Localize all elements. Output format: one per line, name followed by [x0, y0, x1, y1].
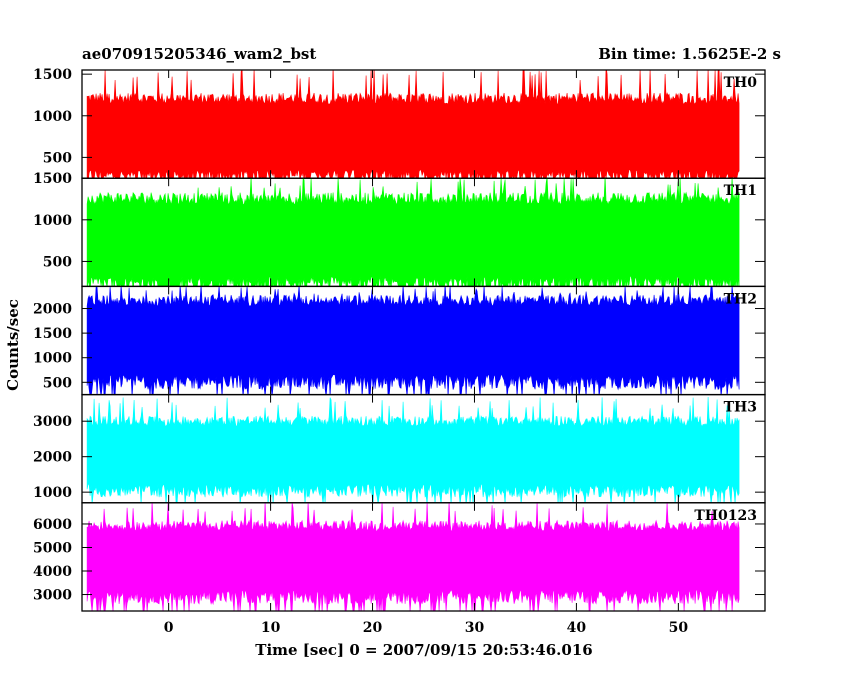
x-tick-label: 10	[261, 620, 281, 636]
y-tick-label: 1500	[33, 171, 72, 187]
panel-name-label: TH0	[724, 75, 758, 91]
y-tick-label: 4000	[33, 564, 72, 580]
series-th0	[86, 70, 740, 179]
y-axis-label: Counts/sec	[4, 299, 22, 391]
y-tick-label: 2000	[33, 302, 72, 318]
panel-name-label: TH0123	[694, 508, 757, 524]
x-tick-label: 30	[465, 620, 485, 636]
panel-name-label: TH3	[724, 400, 757, 416]
y-tick-label: 1000	[33, 485, 72, 501]
series-th0123	[86, 502, 740, 611]
y-tick-label: 2000	[33, 450, 72, 466]
x-axis-label: Time [sec] 0 = 2007/09/15 20:53:46.016	[255, 641, 592, 659]
y-tick-label: 1500	[33, 67, 72, 83]
panel-th0: 500 1000 1500 TH0	[33, 67, 766, 179]
bin-time-label: Bin time: 1.5625E-2 s	[598, 45, 781, 63]
panel-th2: 500 1000 1500 2000 TH2	[33, 285, 766, 396]
y-tick-label: 1000	[33, 109, 72, 125]
panel-frame	[81, 502, 766, 612]
panel-th1: 500 1000 1500 TH1	[33, 171, 766, 288]
x-tick-label: 0	[164, 620, 174, 636]
y-tick-label: 3000	[33, 588, 72, 604]
y-tick-label: 500	[43, 150, 72, 166]
y-tick-label: 1000	[33, 213, 72, 229]
y-tick-label: 1500	[33, 326, 72, 342]
y-tick-label: 3000	[33, 414, 72, 430]
y-tick-label: 5000	[33, 540, 72, 556]
x-tick-label: 40	[567, 620, 587, 636]
series-th2	[86, 286, 740, 395]
panel-name-label: TH1	[724, 183, 757, 199]
series-th1	[86, 178, 740, 287]
panel-th3: 1000 2000 3000 TH3	[33, 393, 766, 504]
series-th3	[86, 396, 740, 503]
x-tick-label: 20	[363, 620, 383, 636]
y-tick-label: 500	[43, 254, 72, 270]
x-tick-label: 50	[669, 620, 689, 636]
y-tick-label: 6000	[33, 517, 72, 533]
panel-th0123: 3000 4000 5000 6000 TH0123	[33, 502, 766, 612]
y-tick-label: 500	[43, 375, 72, 391]
y-tick-label: 1000	[33, 351, 72, 367]
panel-name-label: TH2	[724, 291, 757, 307]
plot-title: ae070915205346_wam2_bst	[82, 45, 316, 63]
